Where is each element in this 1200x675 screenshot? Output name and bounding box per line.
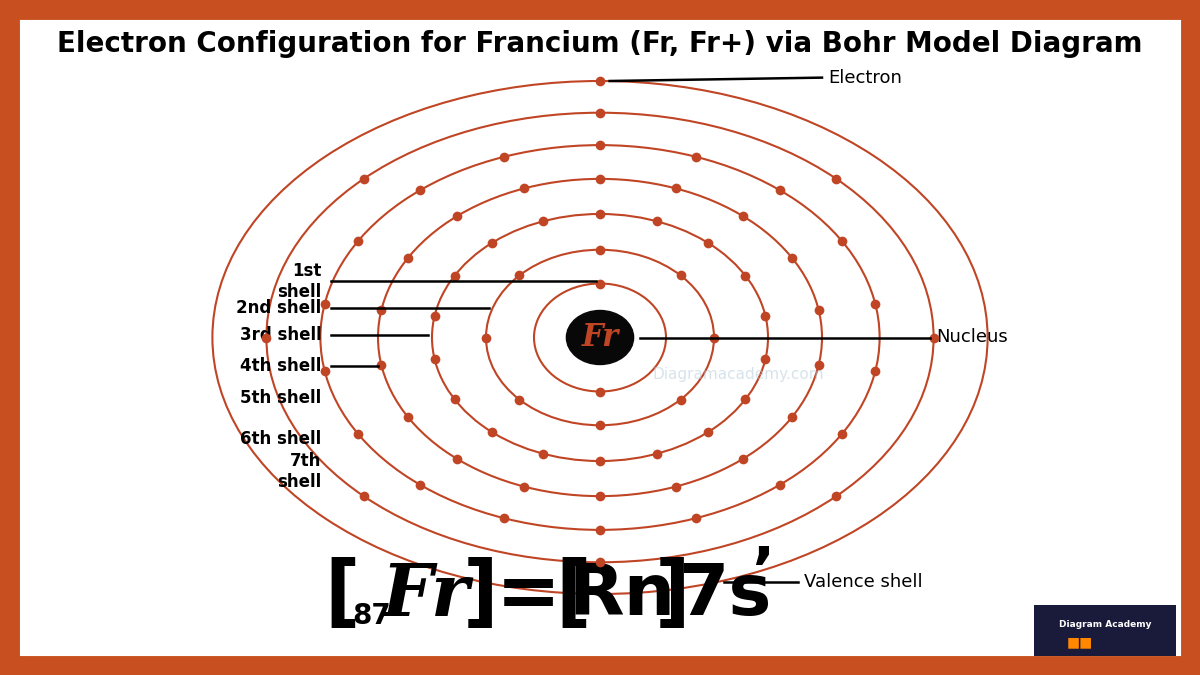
FancyBboxPatch shape	[1034, 605, 1176, 656]
Text: ’: ’	[751, 544, 775, 603]
Text: 6th shell: 6th shell	[240, 430, 322, 448]
Text: [: [	[324, 558, 360, 633]
Text: 2nd shell: 2nd shell	[236, 300, 322, 317]
Text: Nucleus: Nucleus	[936, 329, 1008, 346]
Text: Fr: Fr	[581, 322, 619, 353]
Text: Electron Configuration for Francium (Fr, Fr+) via Bohr Model Diagram: Electron Configuration for Francium (Fr,…	[58, 30, 1142, 58]
Text: Valence shell: Valence shell	[804, 573, 923, 591]
Text: 7th
shell: 7th shell	[277, 452, 322, 491]
Text: 87: 87	[353, 601, 391, 630]
Ellipse shape	[566, 310, 634, 364]
Text: ■■: ■■	[1067, 636, 1093, 649]
Text: 5th shell: 5th shell	[240, 389, 322, 407]
Text: 3rd shell: 3rd shell	[240, 327, 322, 344]
Text: ]: ]	[462, 558, 498, 633]
Text: Rn: Rn	[568, 561, 676, 630]
Text: 7s: 7s	[678, 561, 772, 630]
Text: [: [	[556, 558, 592, 633]
Text: Diagram Academy: Diagram Academy	[1058, 620, 1152, 629]
Text: 1st
shell: 1st shell	[277, 262, 322, 301]
Text: ]: ]	[654, 558, 690, 633]
Text: =: =	[496, 558, 560, 633]
Text: 4th shell: 4th shell	[240, 357, 322, 375]
Text: Electron: Electron	[828, 69, 902, 86]
Text: Fr: Fr	[382, 560, 470, 631]
Text: Diagramacademy.com: Diagramacademy.com	[652, 367, 824, 382]
